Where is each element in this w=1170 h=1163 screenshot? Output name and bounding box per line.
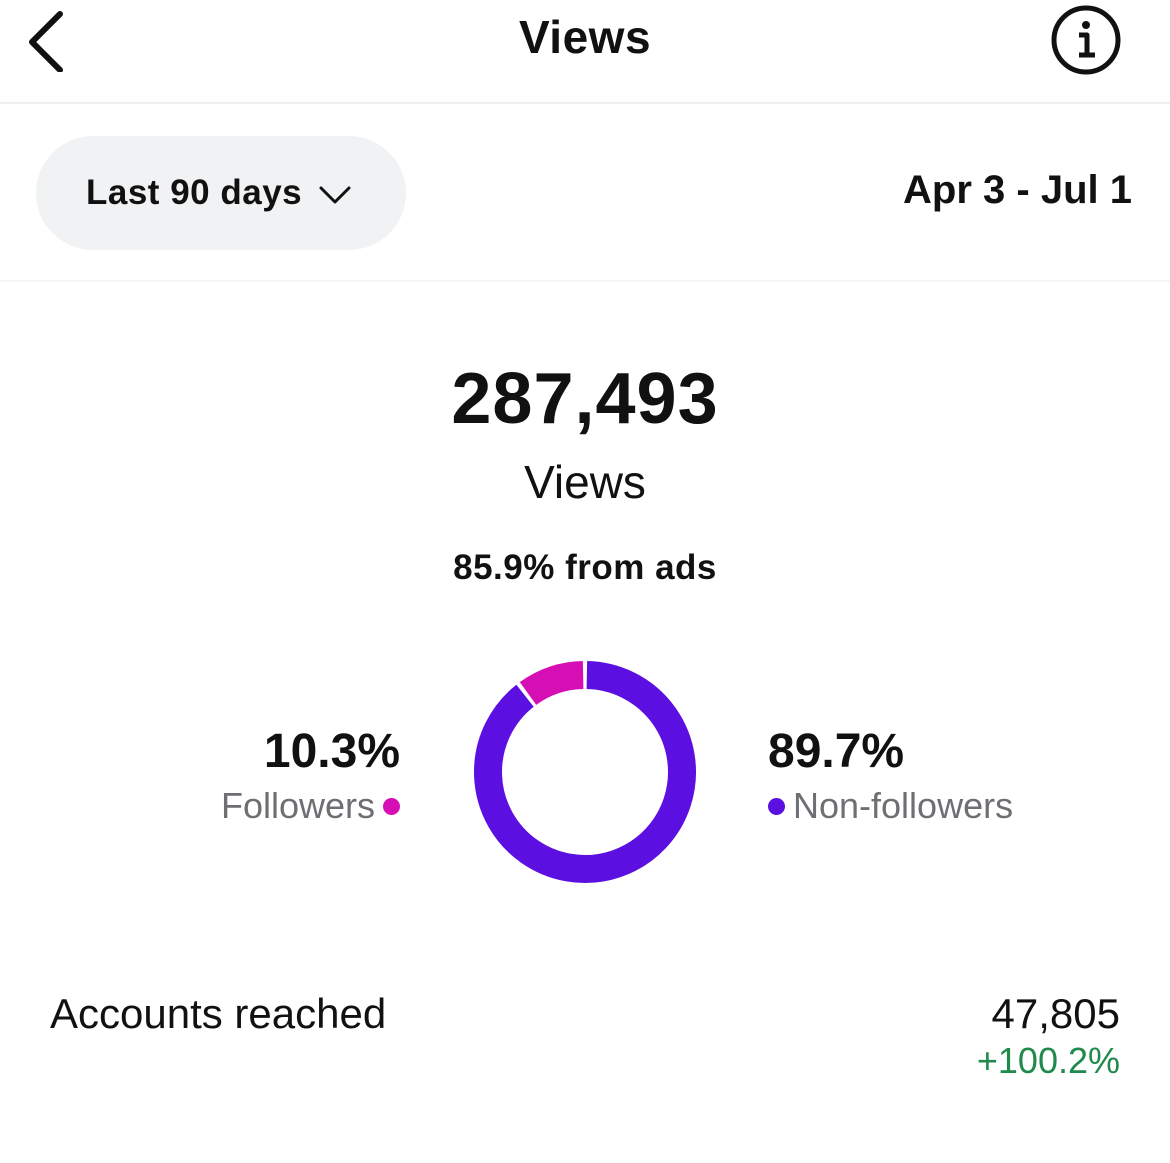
- non-followers-percentage: 89.7%: [768, 725, 905, 778]
- chevron-down-icon: [319, 186, 351, 204]
- page-title: Views: [518, 11, 652, 63]
- accounts-reached-change: +100.2%: [976, 1040, 1120, 1081]
- legend-non-followers: 89.7% Non-followers: [768, 722, 1013, 828]
- legend-followers: 10.3% Followers: [221, 722, 400, 828]
- followers-label: Followers: [220, 785, 375, 826]
- date-range-text: Apr 3 - Jul 1: [903, 168, 1132, 212]
- total-views-label: Views: [524, 456, 646, 508]
- back-button[interactable]: [18, 4, 78, 73]
- ads-percentage-note: 85.9% from ads: [453, 548, 717, 587]
- top-nav-bar: Views: [0, 0, 1170, 104]
- accounts-reached-label: Accounts reached: [50, 990, 387, 1037]
- filter-row: Last 90 days Apr 3 - Jul 1: [0, 104, 1170, 282]
- chevron-left-icon: [29, 11, 63, 73]
- info-icon: [1051, 5, 1121, 75]
- date-range-dropdown[interactable]: Last 90 days: [36, 136, 406, 250]
- accounts-reached-value: 47,805: [991, 990, 1120, 1037]
- non-followers-label: Non-followers: [793, 785, 1014, 826]
- total-views-value: 287,493: [451, 359, 719, 439]
- followers-legend-dot: [383, 797, 400, 815]
- followers-percentage: 10.3%: [263, 725, 400, 778]
- info-button[interactable]: [1050, 4, 1122, 76]
- audience-donut-chart: [474, 661, 696, 883]
- donut-slice-followers: [519, 661, 584, 706]
- non-followers-legend-dot: [768, 797, 785, 815]
- donut-slice-non-followers: [474, 661, 696, 883]
- date-range-dropdown-label: Last 90 days: [86, 173, 303, 212]
